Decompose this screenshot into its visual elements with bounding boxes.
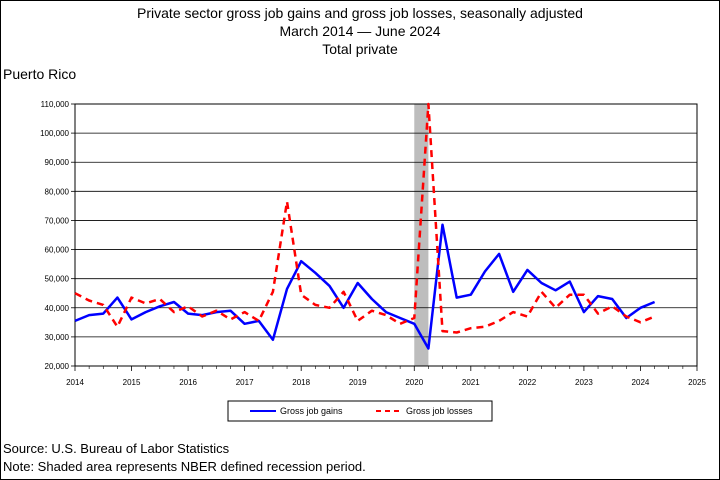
y-tick-label: 50,000: [45, 275, 70, 284]
region-label: Puerto Rico: [3, 66, 77, 82]
legend-box: [227, 400, 493, 422]
recession-band: [414, 104, 429, 366]
x-tick-label: 2022: [518, 378, 536, 387]
chart-subtitle-2: Total private: [322, 41, 398, 57]
series-gross-job-losses-line: [74, 102, 656, 334]
chart-title: Private sector gross job gains and gross…: [137, 5, 583, 21]
x-tick-label: 2025: [688, 378, 706, 387]
x-tick-label: 2016: [179, 378, 197, 387]
y-tick-label: 80,000: [45, 187, 70, 196]
plot-area-border: [74, 103, 698, 367]
legend-gains-label: Gross job gains: [280, 406, 343, 416]
x-tick-label: 2018: [292, 378, 310, 387]
x-tick-label: 2014: [66, 378, 84, 387]
x-tick-label: 2021: [462, 378, 480, 387]
y-tick-label: 100,000: [40, 129, 69, 138]
legend-losses-label: Gross job losses: [406, 406, 473, 416]
source-note: Source: U.S. Bureau of Labor Statistics: [3, 441, 230, 456]
chart-subtitle: March 2014 — June 2024: [279, 23, 441, 39]
y-tick-label: 90,000: [45, 158, 70, 167]
y-tick-label: 20,000: [45, 362, 70, 371]
y-tick-label: 30,000: [45, 333, 70, 342]
series-gross-job-gains-line: [74, 223, 656, 350]
y-tick-label: 70,000: [45, 216, 70, 225]
x-tick-label: 2019: [349, 378, 367, 387]
x-tick-label: 2024: [632, 378, 650, 387]
y-tick-label: 110,000: [41, 100, 70, 109]
x-tick-label: 2015: [123, 378, 141, 387]
title-block: Private sector gross job gains and gross…: [0, 4, 720, 58]
recession-note: Note: Shaded area represents NBER define…: [3, 459, 366, 474]
y-tick-label: 60,000: [45, 246, 70, 255]
x-tick-label: 2020: [405, 378, 423, 387]
y-tick-label: 40,000: [45, 304, 70, 313]
x-tick-label: 2023: [575, 378, 593, 387]
x-tick-label: 2017: [236, 378, 254, 387]
